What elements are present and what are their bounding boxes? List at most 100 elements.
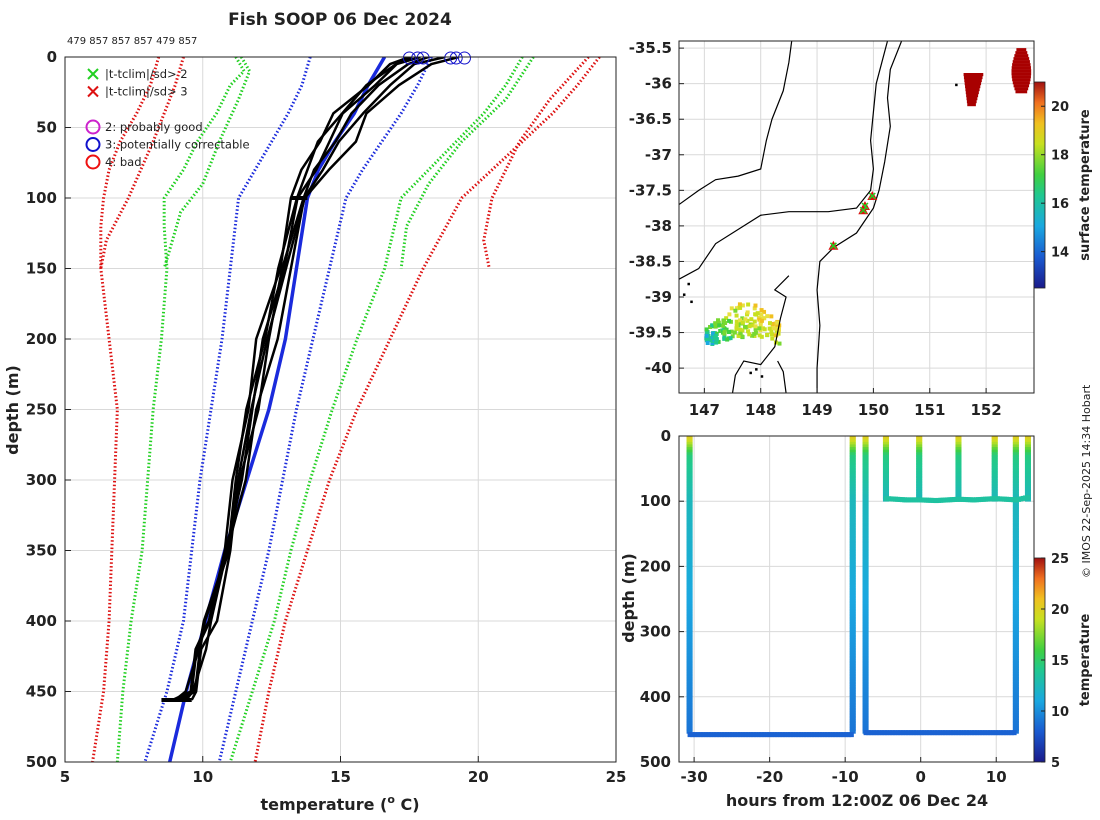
cast-point (1012, 613, 1019, 619)
sst-pixel (729, 329, 734, 334)
sst-pixel (759, 334, 764, 339)
cast-point (686, 512, 693, 518)
y-tick-label: 100 (26, 189, 57, 207)
cast-point (849, 507, 856, 513)
cast-point (1024, 465, 1031, 471)
cast-point (862, 439, 869, 445)
bottom-track-point (866, 730, 872, 736)
cast-point (1012, 569, 1019, 575)
bottom-track-point (735, 732, 741, 738)
cast-point (849, 496, 856, 502)
sst-pixel (752, 306, 757, 311)
climatology-mean-1sd (143, 57, 312, 762)
bottom-track-point (758, 732, 764, 738)
cast-point (686, 567, 693, 573)
cast-point (686, 697, 693, 703)
cast-point (686, 653, 693, 659)
cast-point (862, 551, 869, 557)
bottom-track-point (695, 732, 701, 738)
cast-point (862, 616, 869, 622)
sst-pixel (746, 329, 751, 334)
cast-point (991, 478, 998, 484)
cast-point (991, 457, 998, 463)
cast-point (849, 608, 856, 614)
bottom-track-point (1008, 730, 1014, 736)
sst-pixel (770, 332, 775, 337)
sst-colorbar-label: surface temperature (1078, 109, 1093, 261)
cast-point (1012, 624, 1019, 630)
cast-point (1024, 467, 1031, 473)
cast-point (1024, 473, 1031, 479)
temperature-colorbar-ticks: 5 10 15 20 25 (1041, 552, 1069, 771)
legend-circle-marker (85, 137, 101, 152)
bottom-track-point (724, 732, 730, 738)
cast-point (686, 447, 693, 453)
section-x-tick-label: -20 (756, 768, 783, 786)
bottom-track-point (756, 732, 762, 738)
section-x-tick-label: -30 (681, 768, 708, 786)
bottom-track-point (766, 732, 772, 738)
bottom-track-point (921, 730, 927, 736)
cast-point (916, 480, 923, 486)
cast-point (849, 663, 856, 669)
cast-point (849, 626, 856, 632)
bottom-track-point (782, 732, 788, 738)
cast-point (1024, 454, 1031, 460)
cast-point (1012, 444, 1019, 450)
cast-point (686, 504, 693, 510)
bottom-track-point (751, 732, 757, 738)
bottom-track-point (950, 730, 956, 736)
cast-point (849, 486, 856, 492)
bottom-track-point (958, 730, 964, 736)
bottom-track-point (848, 732, 854, 738)
cast-point (1012, 681, 1019, 687)
cast-point (991, 467, 998, 473)
cast-point (862, 559, 869, 565)
sst-pixel (740, 316, 745, 321)
sst-pixel (757, 326, 762, 331)
cast-point (862, 611, 869, 617)
cast-point (686, 619, 693, 625)
bottom-track-point (798, 732, 804, 738)
cast-point (686, 577, 693, 583)
cast-point (1012, 465, 1019, 471)
cast-point (686, 585, 693, 591)
cast-point (1012, 598, 1019, 604)
cast-point (1012, 483, 1019, 489)
sst-pixel (705, 330, 710, 335)
bottom-track-point (729, 732, 735, 738)
cast-point (1012, 454, 1019, 460)
cast-point (916, 457, 923, 463)
cast-point (862, 694, 869, 700)
cast-point (862, 538, 869, 544)
cast-point (1012, 457, 1019, 463)
sst-pixel (722, 334, 727, 339)
cast-point (1012, 611, 1019, 617)
cast-point (862, 467, 869, 473)
cast-point (955, 454, 962, 460)
cast-point (916, 486, 923, 492)
cast-point (849, 595, 856, 601)
bottom-track-point (913, 730, 919, 736)
legend-x-marker (87, 68, 99, 80)
cast-point (849, 559, 856, 565)
bottom-track-point (953, 730, 959, 736)
cast-point (1012, 653, 1019, 659)
cast-point (862, 653, 869, 659)
cast-point (686, 462, 693, 468)
cast-point (862, 681, 869, 687)
cast-point (1012, 655, 1019, 661)
cast-point (882, 452, 889, 458)
cast-point (849, 546, 856, 552)
cast-point (686, 666, 693, 672)
temperature-profiles (161, 57, 460, 702)
cast-point (955, 449, 962, 455)
cast-point (849, 449, 856, 455)
cast-point (849, 543, 856, 549)
sst-pixel (729, 306, 734, 311)
cast-point (849, 462, 856, 468)
cast-point (1024, 447, 1031, 453)
cast-point (686, 452, 693, 458)
cast-point (849, 624, 856, 630)
cast-point (686, 527, 693, 533)
